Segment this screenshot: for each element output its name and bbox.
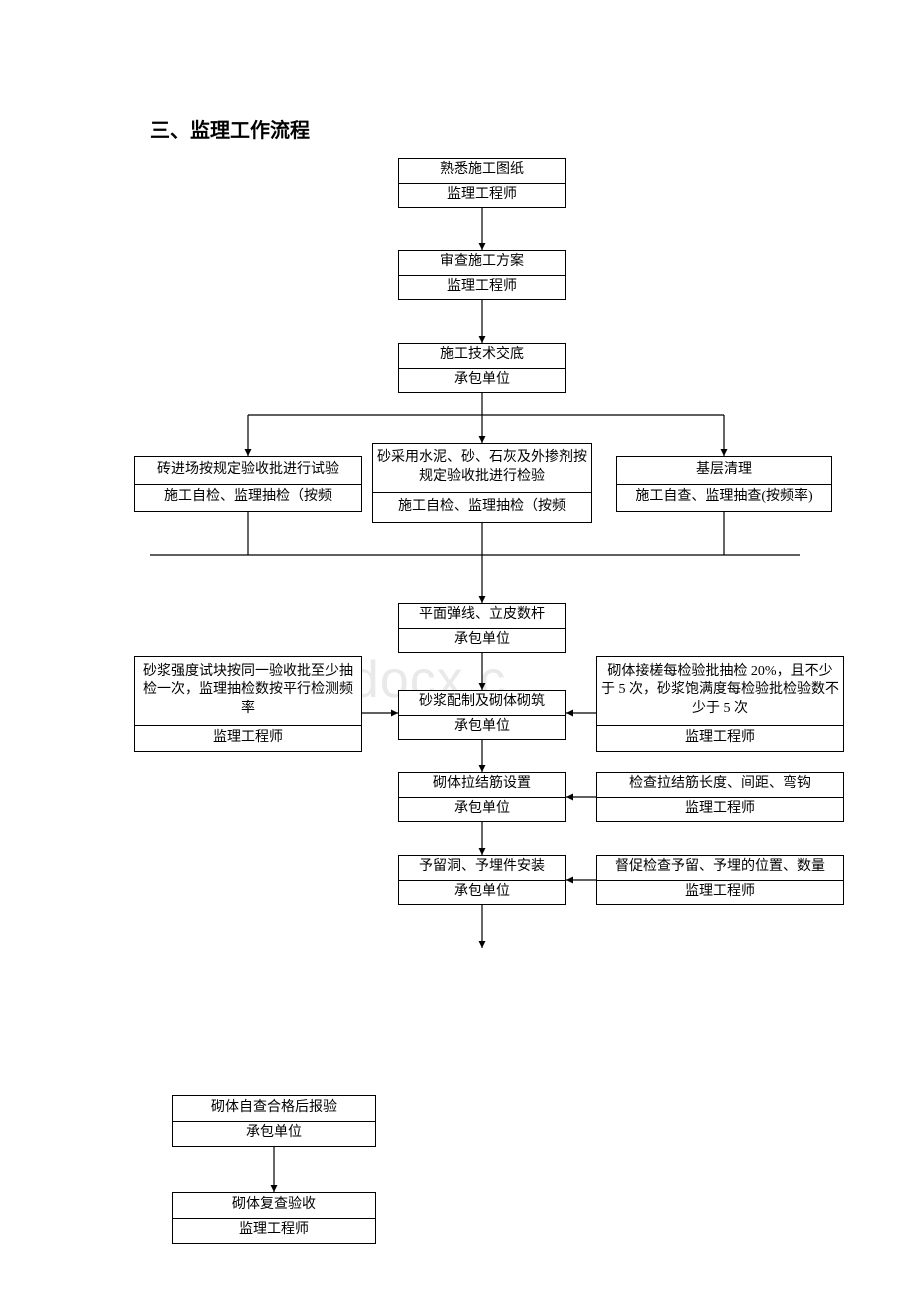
- flow-node-n15: 砌体自查合格后报验承包单位: [172, 1095, 376, 1147]
- flow-node-n3: 施工技术交底承包单位: [398, 343, 566, 393]
- node-bottom: 承包单位: [173, 1121, 375, 1147]
- node-bottom: 施工自检、监理抽检（按频: [135, 484, 361, 512]
- flow-node-n9: 砂浆配制及砌体砌筑承包单位: [398, 690, 566, 740]
- node-bottom: 承包单位: [399, 797, 565, 822]
- node-top: 熟悉施工图纸: [399, 159, 565, 183]
- node-bottom: 承包单位: [399, 880, 565, 905]
- node-top: 砂浆配制及砌体砌筑: [399, 691, 565, 715]
- flow-node-n13: 予留洞、予埋件安装承包单位: [398, 855, 566, 905]
- node-top: 平面弹线、立皮数杆: [399, 604, 565, 628]
- flow-node-n16: 砌体复查验收监理工程师: [172, 1192, 376, 1244]
- node-bottom: 监理工程师: [597, 725, 843, 751]
- flow-node-n7: 平面弹线、立皮数杆承包单位: [398, 603, 566, 653]
- node-top: 砌体拉结筋设置: [399, 773, 565, 797]
- node-bottom: 承包单位: [399, 368, 565, 393]
- flow-node-n11: 砌体拉结筋设置承包单位: [398, 772, 566, 822]
- node-bottom: 监理工程师: [399, 275, 565, 300]
- node-bottom: 承包单位: [399, 715, 565, 740]
- flow-node-n10: 砌体接槎每检验批抽检 20%，且不少于 5 次，砂浆饱满度每检验批检验数不少于 …: [596, 656, 844, 752]
- flow-node-n1: 熟悉施工图纸监理工程师: [398, 158, 566, 208]
- node-top: 予留洞、予埋件安装: [399, 856, 565, 880]
- node-top: 施工技术交底: [399, 344, 565, 368]
- flow-node-n5: 砂采用水泥、砂、石灰及外掺剂按规定验收批进行检验施工自检、监理抽检（按频: [372, 443, 592, 523]
- node-bottom: 监理工程师: [597, 797, 843, 822]
- node-bottom: 施工自查、监理抽查(按频率): [617, 484, 831, 512]
- node-top: 基层清理: [617, 457, 831, 484]
- node-top: 砌体接槎每检验批抽检 20%，且不少于 5 次，砂浆饱满度每检验批检验数不少于 …: [597, 657, 843, 725]
- node-top: 砌体复查验收: [173, 1193, 375, 1218]
- flow-node-n14: 督促检查予留、予埋的位置、数量监理工程师: [596, 855, 844, 905]
- flow-node-n2: 审查施工方案监理工程师: [398, 250, 566, 300]
- flow-node-n12: 检查拉结筋长度、间距、弯钩监理工程师: [596, 772, 844, 822]
- node-bottom: 监理工程师: [399, 183, 565, 208]
- page-title: 三、监理工作流程: [150, 114, 310, 143]
- flow-node-n8: 砂浆强度试块按同一验收批至少抽检一次，监理抽检数按平行检测频率监理工程师: [134, 656, 362, 752]
- node-top: 砂浆强度试块按同一验收批至少抽检一次，监理抽检数按平行检测频率: [135, 657, 361, 725]
- flow-node-n6: 基层清理施工自查、监理抽查(按频率): [616, 456, 832, 512]
- node-bottom: 施工自检、监理抽检（按频: [373, 492, 591, 522]
- node-top: 检查拉结筋长度、间距、弯钩: [597, 773, 843, 797]
- node-top: 审查施工方案: [399, 251, 565, 275]
- node-bottom: 监理工程师: [173, 1218, 375, 1244]
- node-top: 砂采用水泥、砂、石灰及外掺剂按规定验收批进行检验: [373, 444, 591, 492]
- flow-node-n4: 砖进场按规定验收批进行试验施工自检、监理抽检（按频: [134, 456, 362, 512]
- node-top: 砌体自查合格后报验: [173, 1096, 375, 1121]
- node-top: 砖进场按规定验收批进行试验: [135, 457, 361, 484]
- node-bottom: 监理工程师: [597, 880, 843, 905]
- node-bottom: 承包单位: [399, 628, 565, 653]
- node-bottom: 监理工程师: [135, 725, 361, 751]
- node-top: 督促检查予留、予埋的位置、数量: [597, 856, 843, 880]
